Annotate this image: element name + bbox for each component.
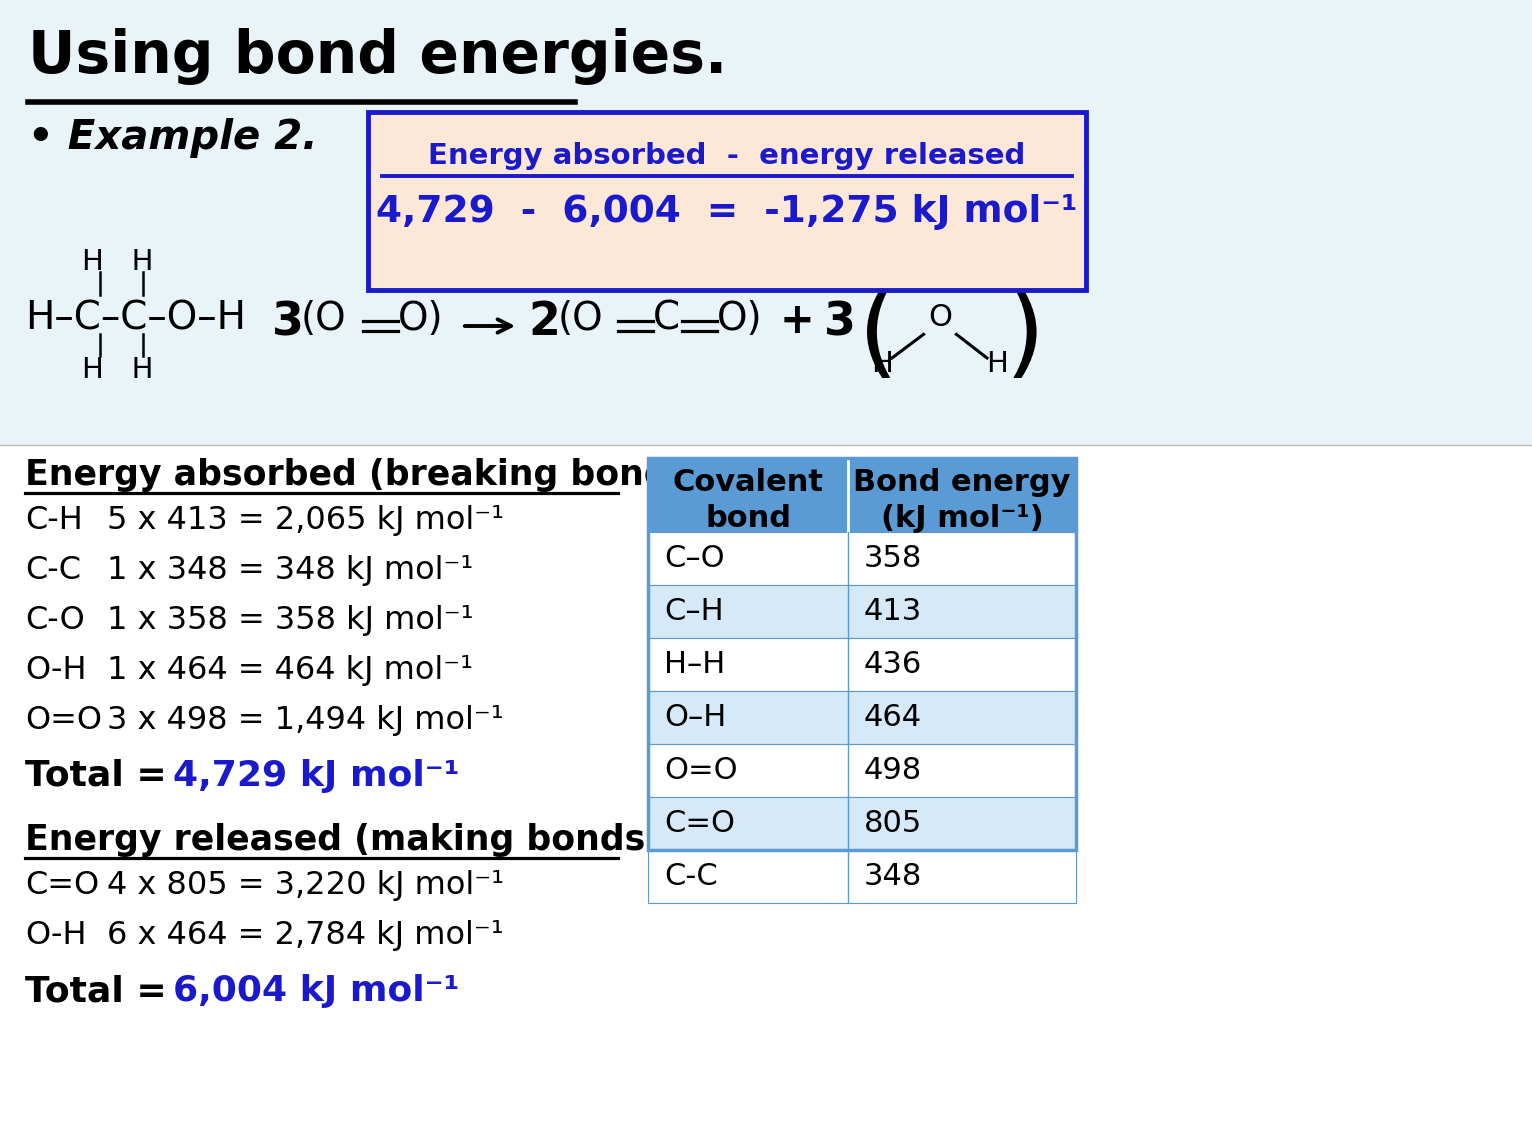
Text: 4,729 kJ mol⁻¹: 4,729 kJ mol⁻¹ <box>173 759 460 793</box>
Text: 1 x 464 = 464 kJ mol⁻¹: 1 x 464 = 464 kJ mol⁻¹ <box>107 655 473 686</box>
Text: ): ) <box>1005 286 1046 387</box>
Bar <box>648 850 1075 903</box>
Text: C–H: C–H <box>663 597 723 626</box>
Text: (O: (O <box>558 300 604 338</box>
Circle shape <box>919 297 961 339</box>
Text: 436: 436 <box>864 650 922 679</box>
Text: (O: (O <box>300 300 346 338</box>
Text: Energy absorbed  -  energy released: Energy absorbed - energy released <box>429 141 1026 170</box>
Bar <box>648 458 1075 850</box>
Text: 805: 805 <box>864 809 922 837</box>
Text: Covalent
bond: Covalent bond <box>673 468 824 533</box>
Text: H: H <box>872 350 893 378</box>
Bar <box>648 638 1075 691</box>
Text: 1 x 348 = 348 kJ mol⁻¹: 1 x 348 = 348 kJ mol⁻¹ <box>107 555 473 586</box>
Text: O): O) <box>398 300 444 338</box>
Text: C–O: C–O <box>663 544 725 573</box>
Bar <box>648 744 1075 798</box>
Text: C-O: C-O <box>25 605 84 636</box>
FancyBboxPatch shape <box>368 112 1086 290</box>
Text: 2: 2 <box>529 300 559 345</box>
Text: O=O: O=O <box>663 756 737 785</box>
Text: +: + <box>780 300 815 342</box>
Text: Total =: Total = <box>25 759 179 793</box>
Bar <box>648 585 1075 638</box>
Text: O–H: O–H <box>663 703 726 733</box>
Bar <box>648 691 1075 744</box>
Bar <box>648 798 1075 850</box>
Text: O=O: O=O <box>25 705 103 736</box>
Text: 464: 464 <box>864 703 922 733</box>
Text: • Example 2.: • Example 2. <box>28 118 317 157</box>
Text: Using bond energies.: Using bond energies. <box>28 29 728 84</box>
Text: 5 x 413 = 2,065 kJ mol⁻¹: 5 x 413 = 2,065 kJ mol⁻¹ <box>107 505 504 536</box>
Text: 6,004 kJ mol⁻¹: 6,004 kJ mol⁻¹ <box>173 974 460 1008</box>
Text: O-H: O-H <box>25 655 86 686</box>
Text: 1 x 358 = 358 kJ mol⁻¹: 1 x 358 = 358 kJ mol⁻¹ <box>107 605 473 636</box>
Text: O): O) <box>717 300 763 338</box>
Text: Total =: Total = <box>25 974 179 1008</box>
Text: H–C–C–O–H: H–C–C–O–H <box>25 300 247 338</box>
Text: C-C: C-C <box>25 555 81 586</box>
Text: 498: 498 <box>864 756 922 785</box>
Text: 3 x 498 = 1,494 kJ mol⁻¹: 3 x 498 = 1,494 kJ mol⁻¹ <box>107 705 504 736</box>
Text: 3: 3 <box>273 300 303 345</box>
Text: 358: 358 <box>864 544 922 573</box>
Text: O: O <box>928 304 951 332</box>
Text: H   H: H H <box>83 248 153 276</box>
Text: C: C <box>653 300 680 338</box>
Text: H   H: H H <box>83 356 153 385</box>
Text: 4 x 805 = 3,220 kJ mol⁻¹: 4 x 805 = 3,220 kJ mol⁻¹ <box>107 869 504 901</box>
Text: C=O: C=O <box>663 809 735 837</box>
Text: 348: 348 <box>864 861 922 891</box>
Text: 413: 413 <box>864 597 922 626</box>
Text: H–H: H–H <box>663 650 725 679</box>
Text: H: H <box>987 350 1008 378</box>
Text: Bond energy
(kJ mol⁻¹): Bond energy (kJ mol⁻¹) <box>853 468 1071 533</box>
Text: 3: 3 <box>824 300 856 345</box>
Text: C-C: C-C <box>663 861 719 891</box>
Text: C=O: C=O <box>25 869 100 901</box>
Text: 4,729  -  6,004  =  -1,275 kJ mol⁻¹: 4,729 - 6,004 = -1,275 kJ mol⁻¹ <box>377 194 1077 230</box>
Text: C-H: C-H <box>25 505 83 536</box>
Text: O-H: O-H <box>25 920 86 950</box>
Bar <box>0 445 1532 1141</box>
Text: Energy absorbed (breaking bonds): Energy absorbed (breaking bonds) <box>25 458 705 492</box>
Bar <box>648 458 1075 532</box>
Text: 6 x 464 = 2,784 kJ mol⁻¹: 6 x 464 = 2,784 kJ mol⁻¹ <box>107 920 504 950</box>
Text: Energy released (making bonds): Energy released (making bonds) <box>25 823 662 857</box>
Text: (: ( <box>858 286 899 387</box>
Bar <box>648 532 1075 585</box>
